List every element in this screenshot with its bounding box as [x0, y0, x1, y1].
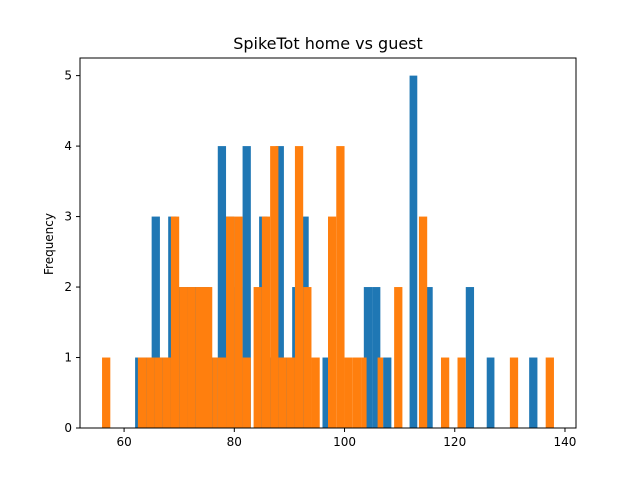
histogram-bar: [275, 146, 284, 428]
histogram-bar: [170, 216, 180, 428]
histogram-bar: [294, 146, 304, 428]
histogram-bar: [486, 357, 495, 428]
histogram-bar: [352, 357, 362, 428]
histogram-bar: [187, 287, 196, 428]
histogram-bar: [102, 357, 111, 428]
histogram-bar: [372, 287, 381, 428]
histogram-bar: [409, 75, 418, 428]
x-tick-label: 60: [116, 435, 131, 449]
x-tick-label: 80: [227, 435, 242, 449]
histogram-bar: [217, 146, 227, 428]
histogram-bar: [418, 216, 428, 428]
histogram-bar: [226, 216, 235, 428]
histogram-bar: [253, 287, 262, 428]
histogram-bar: [361, 357, 367, 428]
histogram-bar: [261, 216, 271, 428]
histogram-bar: [363, 287, 373, 428]
histogram-bar: [179, 287, 188, 428]
y-axis: 0 1 2 3 4 5: [64, 69, 80, 435]
histogram-bar: [529, 357, 538, 428]
histogram-bar: [278, 357, 287, 428]
histogram-bar: [242, 146, 251, 428]
histogram-bar: [234, 216, 243, 428]
histogram-bar: [328, 216, 337, 428]
histogram-bar: [146, 357, 155, 428]
histogram-bar: [137, 357, 147, 428]
histogram-bar: [377, 357, 384, 428]
histogram-bar: [465, 287, 475, 428]
histogram-bar: [322, 357, 331, 428]
histogram-bar: [440, 357, 450, 428]
y-tick-label: 5: [64, 69, 72, 83]
y-tick-label: 0: [64, 421, 72, 435]
histogram-bar: [545, 357, 554, 428]
histogram-bar: [195, 287, 204, 428]
histogram-bar: [154, 357, 163, 428]
chart-title: SpikeTot home vs guest: [233, 34, 423, 53]
histogram-bar: [424, 287, 433, 428]
y-tick-label: 2: [64, 280, 72, 294]
histogram-bar: [151, 216, 160, 428]
x-tick-label: 140: [554, 435, 577, 449]
histogram-bar: [286, 357, 295, 428]
histogram-bar: [311, 357, 320, 428]
histogram-bar: [212, 357, 218, 428]
plot-frame: [79, 57, 577, 429]
histogram-bar: [344, 357, 353, 428]
x-axis: 60 80 100 120 140: [116, 428, 576, 449]
histogram-bar: [336, 146, 345, 428]
histogram-bar: [204, 287, 213, 428]
y-tick-label: 4: [64, 139, 72, 153]
y-axis-label: Frequency: [42, 213, 56, 275]
histogram-bar: [242, 357, 251, 428]
histogram-bar: [303, 287, 312, 428]
x-tick-label: 120: [443, 435, 466, 449]
y-tick-label: 1: [64, 351, 72, 365]
histogram-bar: [270, 146, 279, 428]
histogram-bar: [217, 357, 227, 428]
y-tick-label: 3: [64, 210, 72, 224]
histogram-bar: [457, 357, 466, 428]
bars-layer: [102, 75, 554, 428]
histogram-bar: [509, 357, 519, 428]
histogram-bar: [394, 287, 403, 428]
x-tick-label: 100: [333, 435, 356, 449]
histogram-bar: [383, 357, 392, 428]
histogram-bar: [162, 357, 171, 428]
